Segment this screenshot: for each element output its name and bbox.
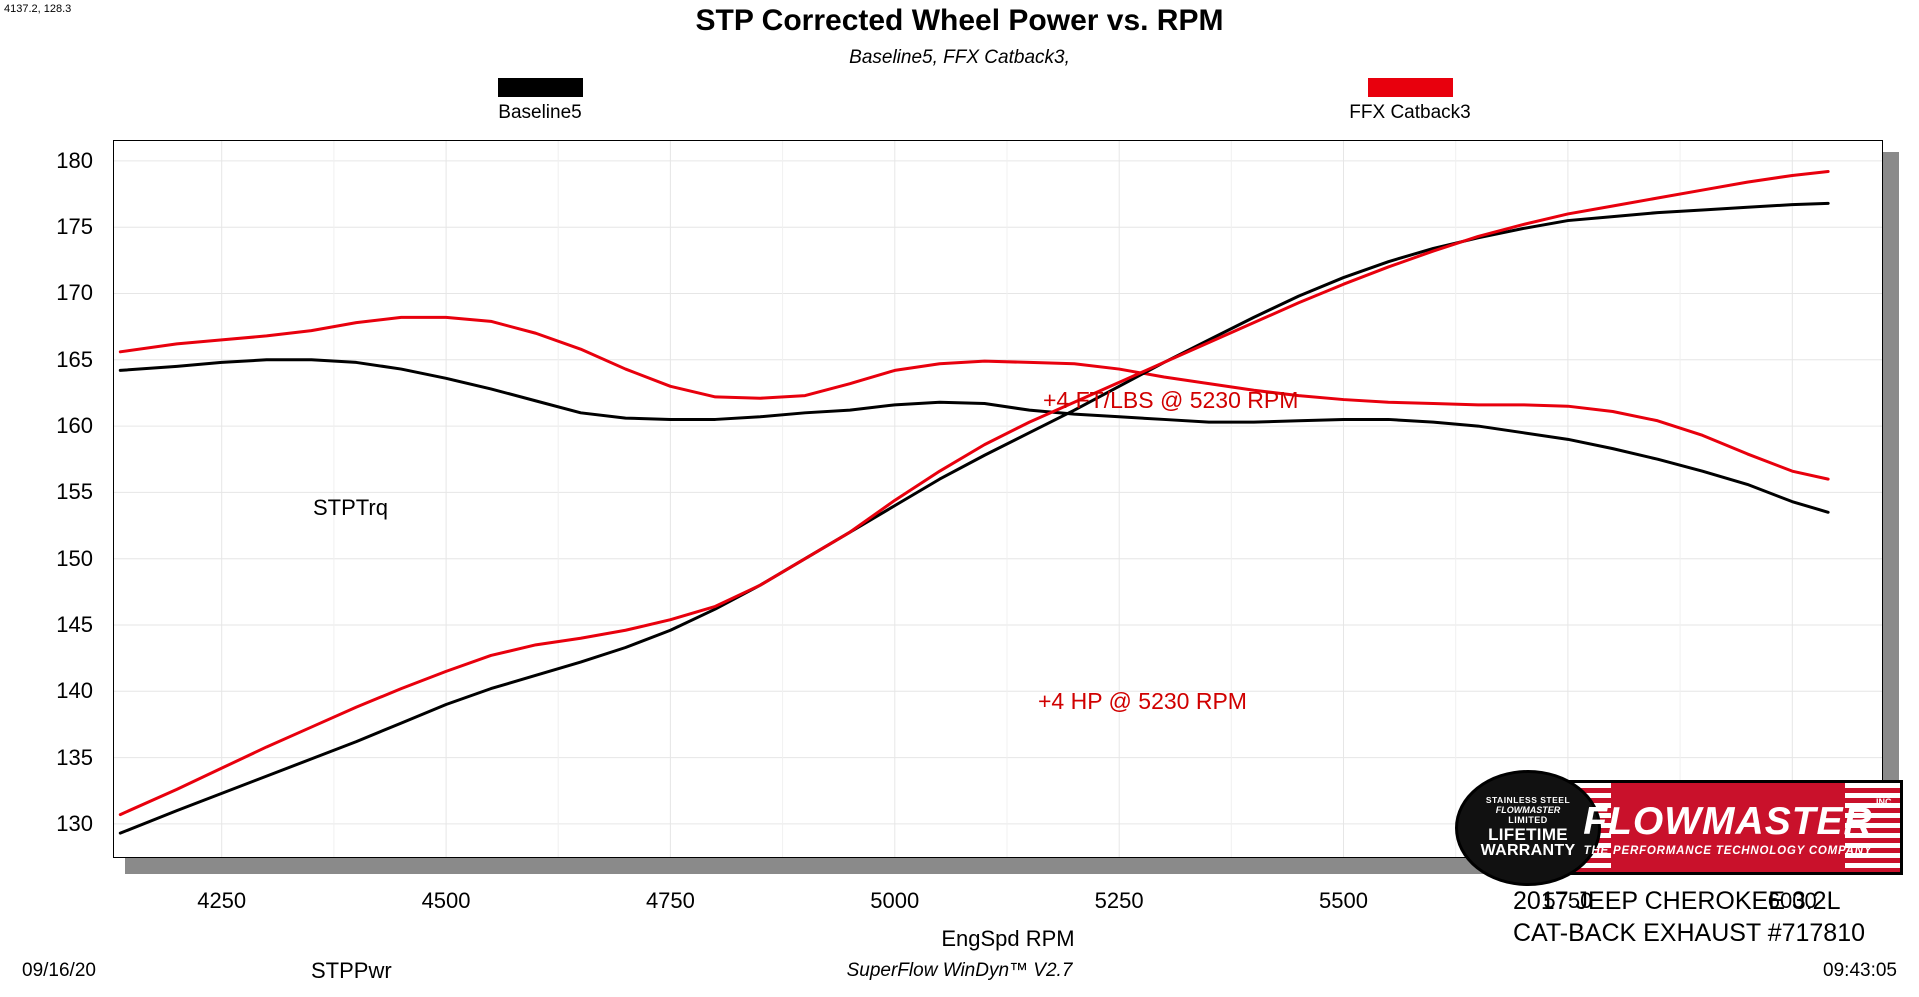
y-tick-label: 135 [56,744,93,770]
legend-swatch-ffx-catback3 [1367,78,1453,97]
legend-label-baseline5: Baseline5 [498,102,582,123]
legend-item-baseline5: Baseline5 [440,78,640,124]
logo-wordmark: FLOWMASTER [1583,800,1873,843]
x-tick-label: 4250 [197,888,247,913]
y-tick-label: 155 [56,479,93,505]
lifetime-warranty-badge: STAINLESS STEEL FLOWMASTER LIMITED LIFET… [1455,770,1601,886]
x-tick-label: 5500 [1319,888,1368,913]
vehicle-line-2: CAT-BACK EXHAUST #717810 [1513,919,1866,947]
y-tick-label: 165 [56,346,93,372]
badge-line-flowmaster: FLOWMASTER [1495,804,1561,815]
y-tick-label: 150 [56,545,93,571]
chart-legend: Baseline5 FFX Catback3 [0,78,1919,128]
x-tick-label: 4500 [421,888,471,913]
badge-line-lifetime: LIFETIME [1488,824,1568,844]
y-tick-label: 140 [56,678,93,704]
y-tick-label: 160 [56,413,93,439]
series-label-stppwr: STPPwr [311,958,392,983]
y-tick-label: 180 [56,147,93,173]
plot-shadow-right [1883,152,1899,870]
annotation-hp-gain: +4 HP @ 5230 RPM [1038,688,1247,714]
logo-tagline: THE PERFORMANCE TECHNOLOGY COMPANY [1583,845,1873,857]
y-tick-label: 145 [56,611,93,637]
cursor-readout: 4137.2, 128.3 [4,3,72,15]
x-tick-label: 5000 [870,888,920,913]
footer-software: SuperFlow WinDyn™ V2.7 [846,960,1073,981]
chart-canvas [114,141,1882,857]
x-tick-label: 5750 [1543,888,1593,913]
series-label-stptrq: STPTrq [313,495,388,520]
y-tick-label: 130 [56,810,93,836]
logo-inc-mark: INC. [1876,797,1894,807]
vehicle-line-1: 2017 JEEP CHEROKEE 3.2L [1513,887,1841,915]
x-tick-label: 6000 [1767,888,1817,913]
logo-stripes-right [1845,783,1900,872]
flowmaster-logo: INC. FLOWMASTER THE PERFORMANCE TECHNOLO… [1553,780,1903,875]
x-axis-title: EngSpd RPM [941,926,1075,951]
footer-time: 09:43:05 [1823,960,1897,981]
plot-wrapper: 130 135 140 145 150 155 160 165 170 175 180 4250 45… [56,140,1903,983]
y-tick-label: 170 [56,280,93,306]
legend-item-ffx-catback3: FFX Catback3 [1300,78,1520,124]
plot-shadow-bottom [125,858,1899,874]
y-tick-label: 175 [56,214,93,240]
x-tick-label: 5250 [1094,888,1144,913]
legend-swatch-baseline5 [497,78,583,97]
annotation-torque-gain: +4 FT/LBS @ 5230 RPM [1043,387,1299,413]
chart-title: STP Corrected Wheel Power vs. RPM [695,4,1224,37]
badge-line-limited: LIMITED [1508,815,1548,826]
flowmaster-branding: INC. FLOWMASTER THE PERFORMANCE TECHNOLO… [1455,770,1919,949]
chart-subtitle: Baseline5, FFX Catback3, [849,47,1070,68]
plot-area [113,140,1883,858]
footer-date: 09/16/20 [22,960,96,981]
badge-line-warranty: WARRANTY [1480,842,1576,860]
x-tick-label: 4750 [645,888,695,913]
vehicle-info: 2017 JEEP CHEROKEE 3.2L CAT-BACK EXHAUST… [1513,885,1919,949]
legend-label-ffx-catback3: FFX Catback3 [1349,102,1471,123]
badge-line-stainless: STAINLESS STEEL [1485,794,1571,805]
